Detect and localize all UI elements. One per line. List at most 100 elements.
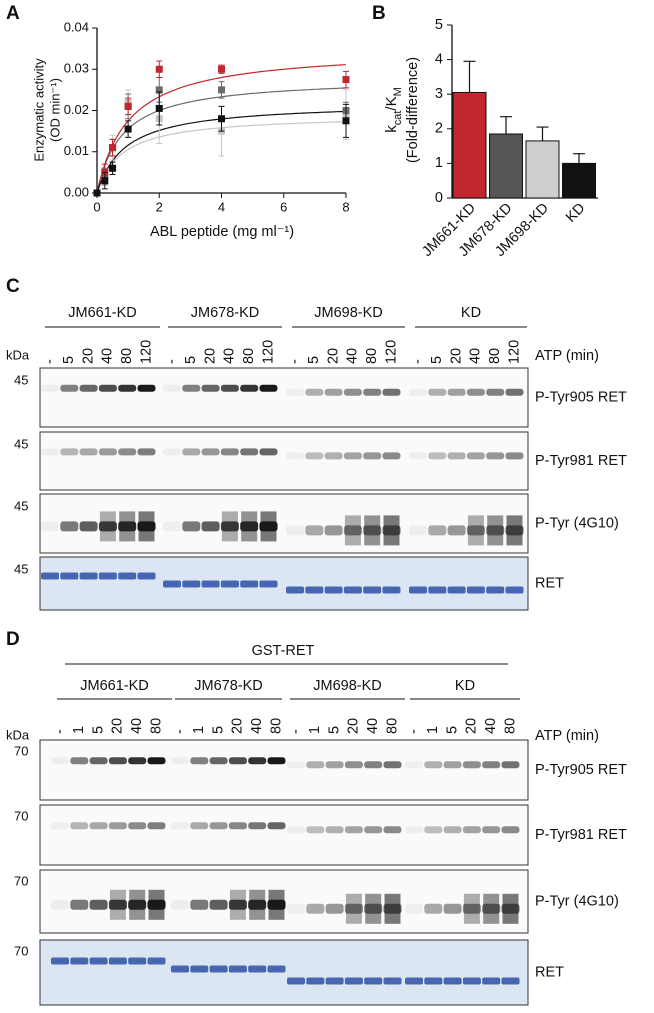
band [443,977,462,985]
band [343,525,362,536]
band [248,899,267,910]
lane-label: - [410,359,426,364]
band [209,899,228,910]
panel-label: D [6,629,20,650]
lane-label: 5 [444,726,460,734]
band [325,826,344,834]
band [267,822,286,830]
band [128,957,147,965]
data-point [109,144,117,152]
band [41,572,59,580]
band [501,761,520,769]
band [466,452,485,460]
band [79,384,98,392]
size-marker: 45 [14,498,28,513]
band [228,757,247,765]
data-point [124,102,132,110]
data-point [155,65,163,73]
lane-label: 80 [487,348,503,364]
blot [39,739,529,801]
smear [384,893,401,924]
row-label: P-Tyr (4G10) [535,893,619,909]
band [98,521,117,532]
lane-label: 5 [326,726,342,734]
band [424,977,443,985]
band [409,525,427,536]
band [163,448,181,456]
band [171,965,189,973]
band [405,903,423,914]
band [409,388,427,396]
band [201,384,220,392]
band [79,521,98,532]
lane-label: 40 [129,718,145,734]
row-label: P-Tyr905 RET [535,389,627,405]
blot [39,804,529,866]
smear [260,511,277,542]
band [447,525,466,536]
band [306,977,325,985]
lane-label: 80 [268,718,284,734]
lane-label: 120 [138,340,154,364]
band [382,586,401,594]
lane-label: 20 [325,348,341,364]
band [486,388,505,396]
band [128,822,147,830]
x-tick-label: 0 [93,199,100,214]
lane-label: 5 [61,356,77,364]
x-tick-label: 8 [342,199,349,214]
lane-label: 40 [468,348,484,364]
y-axis-title-part: /K [383,96,400,110]
band [344,761,363,769]
lane-label: - [288,729,304,734]
band [486,586,505,594]
band [209,757,228,765]
smear [487,515,504,546]
band [190,757,209,765]
y-tick-label: 1 [435,155,443,171]
band [306,761,325,769]
error-bar [500,116,512,134]
y-tick-label: 0.04 [64,19,89,34]
lane-label: 5 [183,356,199,364]
atp-label: ATP (min) [535,348,599,364]
band [128,757,147,765]
error-bar [536,126,549,141]
data-point [155,86,163,94]
smear [229,889,246,920]
band [343,586,362,594]
band [259,580,278,588]
y-axis-title-part: k [383,125,400,133]
blot [39,939,529,1006]
y-axis-title: kcat/KM [383,87,404,133]
y-tick-label: 2 [435,121,443,137]
band [70,822,89,830]
band [324,452,343,460]
band [462,903,481,914]
band [41,521,59,532]
lane-label: 80 [241,348,257,364]
band [501,826,520,834]
band [325,977,344,985]
lane-label: 40 [365,718,381,734]
lane-label: 40 [249,718,265,734]
band [482,826,501,834]
band [128,899,147,910]
lane-label: 20 [464,718,480,734]
band [89,899,108,910]
size-marker: 70 [14,743,28,758]
band [108,957,127,965]
band [466,388,485,396]
band [482,903,501,914]
lane-label: - [406,729,422,734]
band [163,580,181,588]
band [108,822,127,830]
row-label: P-Tyr981 RET [535,453,627,469]
band [147,957,166,965]
lane-label: 1 [191,726,207,734]
lane-label: 20 [346,718,362,734]
row-label: P-Tyr (4G10) [535,515,619,531]
band [228,899,247,910]
smear [463,893,480,924]
band [505,586,524,594]
